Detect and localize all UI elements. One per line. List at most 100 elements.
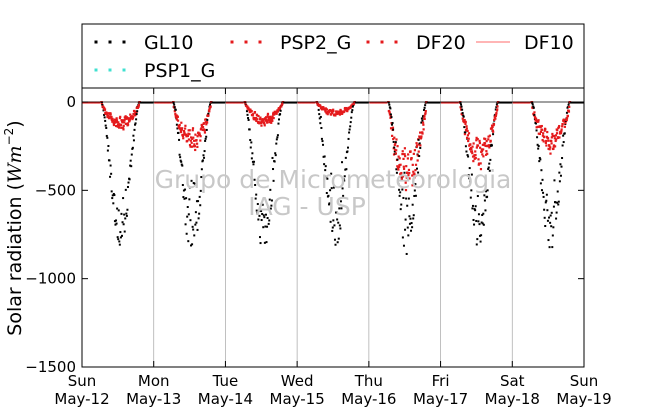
diffuse-point xyxy=(185,133,188,137)
global-point xyxy=(124,217,127,220)
global-point xyxy=(347,137,350,140)
legend-dot-marker xyxy=(380,40,384,44)
plot-area xyxy=(81,87,585,368)
global-point xyxy=(392,140,395,143)
diffuse-point xyxy=(488,144,491,147)
night-point xyxy=(445,101,448,104)
diffuse-point xyxy=(208,110,211,113)
night-point xyxy=(521,101,524,104)
global-point xyxy=(482,223,485,226)
global-point xyxy=(324,165,327,168)
global-point xyxy=(548,246,551,249)
night-point xyxy=(287,101,290,104)
diffuse-point xyxy=(395,149,398,152)
night-point xyxy=(443,101,446,104)
global-point xyxy=(274,152,277,155)
global-point xyxy=(194,211,197,214)
diffuse-point xyxy=(180,121,183,124)
diffuse-point xyxy=(275,112,278,115)
diffuse-point xyxy=(540,124,543,128)
global-point xyxy=(531,103,534,106)
night-point xyxy=(517,101,520,104)
diffuse-point xyxy=(343,110,346,113)
diffuse-point xyxy=(421,121,425,124)
global-point xyxy=(187,213,190,216)
diffuse-point xyxy=(270,117,274,121)
diffuse-point xyxy=(401,153,404,156)
diffuse-point xyxy=(420,135,423,138)
global-point xyxy=(391,123,394,126)
x-tick-label-day: Thu xyxy=(354,372,383,390)
global-point xyxy=(469,180,472,183)
global-point xyxy=(332,186,335,189)
global-point xyxy=(390,116,393,119)
global-point xyxy=(406,226,409,229)
diffuse-point xyxy=(201,128,204,132)
diffuse-point xyxy=(179,127,182,130)
global-point xyxy=(488,162,491,165)
diffuse-point xyxy=(251,113,255,116)
x-tick-label-date: May-14 xyxy=(198,390,253,408)
diffuse-point xyxy=(479,146,482,149)
diffuse-point xyxy=(199,139,202,142)
night-point xyxy=(93,101,96,104)
watermark-line-1: Grupo de Micrometeorologia xyxy=(155,165,512,194)
global-point xyxy=(108,159,111,162)
global-point xyxy=(320,126,323,129)
night-point xyxy=(508,101,511,104)
night-point xyxy=(215,101,218,104)
night-point xyxy=(361,101,364,104)
diffuse-point xyxy=(391,126,395,129)
diffuse-point xyxy=(398,157,401,160)
global-point xyxy=(404,218,407,221)
diffuse-point xyxy=(205,123,208,126)
diffuse-point xyxy=(487,138,490,141)
diffuse-point xyxy=(262,118,265,122)
global-point xyxy=(333,238,336,241)
night-point xyxy=(212,101,215,104)
diffuse-point xyxy=(338,111,341,115)
diffuse-point xyxy=(559,132,563,135)
night-point xyxy=(140,101,143,104)
diffuse-point xyxy=(556,129,559,132)
global-point xyxy=(349,125,352,128)
global-point xyxy=(134,123,137,126)
x-tick-label-day: Sun xyxy=(570,372,599,390)
diffuse-point xyxy=(111,117,114,121)
global-point xyxy=(255,193,258,196)
diffuse-point xyxy=(464,122,467,125)
global-point xyxy=(192,182,195,185)
diffuse-point xyxy=(321,108,324,111)
legend-dot-marker xyxy=(244,40,248,44)
global-point xyxy=(262,214,265,217)
global-point xyxy=(402,196,405,199)
global-point xyxy=(258,236,261,239)
diffuse-point xyxy=(331,112,334,115)
diffuse-point xyxy=(423,115,426,118)
diffuse-point xyxy=(565,117,569,120)
global-point xyxy=(107,145,110,148)
data-points xyxy=(82,101,584,255)
global-point xyxy=(495,106,498,109)
diffuse-point xyxy=(485,140,488,143)
diffuse-point xyxy=(496,108,499,111)
night-point xyxy=(241,101,244,104)
diffuse-point xyxy=(550,139,553,143)
global-point xyxy=(559,174,562,177)
x-tick-label-date: May-17 xyxy=(413,390,468,408)
legend-dot-marker xyxy=(394,40,398,44)
global-point xyxy=(411,226,414,229)
legend-label: PSP1_G xyxy=(144,60,215,82)
night-point xyxy=(217,101,220,104)
global-point xyxy=(184,188,187,191)
global-point xyxy=(349,121,352,124)
diffuse-point xyxy=(477,162,481,165)
global-point xyxy=(409,217,412,220)
diffuse-point xyxy=(186,139,189,143)
global-point xyxy=(464,145,467,148)
diffuse-point xyxy=(469,143,472,146)
global-point xyxy=(123,213,126,216)
global-point xyxy=(177,131,180,134)
global-point xyxy=(398,194,401,197)
diffuse-point xyxy=(106,114,110,117)
